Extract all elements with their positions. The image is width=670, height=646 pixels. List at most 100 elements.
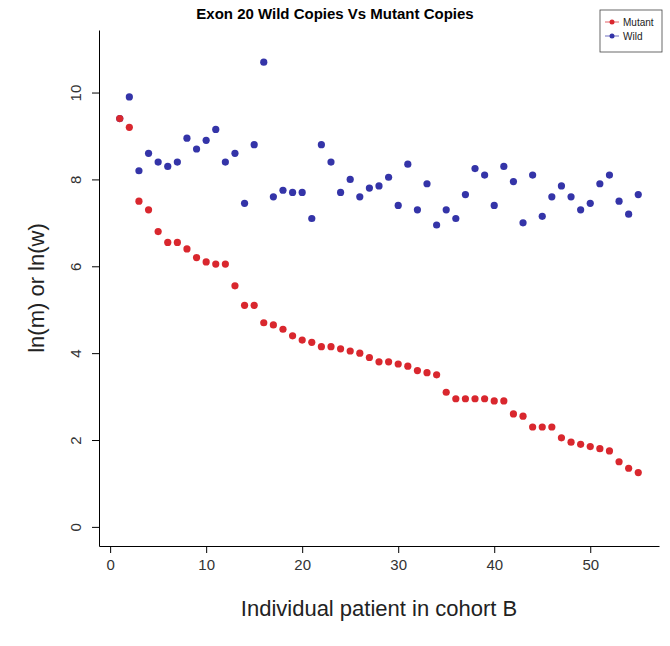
point [481,395,488,402]
y-tick: 4 [67,349,99,357]
point [375,358,382,365]
y-tick-label: 0 [67,523,84,531]
point [375,182,382,189]
y-tick-mark [92,353,99,354]
point [155,228,162,235]
point [548,423,555,430]
point [414,367,421,374]
point [395,202,402,209]
legend-symbol [610,20,615,25]
point [481,171,488,178]
x-tick-label: 10 [198,556,215,573]
y-tick-label: 2 [67,436,84,444]
y-tick-mark [92,527,99,528]
point [145,150,152,157]
series-1 [116,59,642,229]
y-tick-label: 4 [67,349,84,357]
point [126,124,133,131]
chart-container: Exon 20 Wild Copies Vs Mutant Copies 0 10 2… [0,0,670,646]
point [395,360,402,367]
y-tick-mark [92,266,99,267]
x-axis: 01020304050 [100,546,660,573]
point [500,397,507,404]
point [193,145,200,152]
point [587,443,594,450]
point [596,180,603,187]
legend-symbol [610,34,615,39]
point [155,158,162,165]
x-tick: 50 [582,546,599,573]
point [308,339,315,346]
point [116,115,123,122]
point [289,189,296,196]
x-tick: 30 [390,546,407,573]
y-tick: 0 [67,523,99,531]
point [126,93,133,100]
point [539,213,546,220]
point [462,395,469,402]
point [279,326,286,333]
point [539,423,546,430]
x-tick: 10 [198,546,215,573]
point [510,410,517,417]
y-tick: 10 [67,85,99,102]
point [452,215,459,222]
point [270,321,277,328]
point [241,302,248,309]
point [491,397,498,404]
point [327,158,334,165]
point [567,193,574,200]
point [135,167,142,174]
y-axis-title: ln(m) or ln(w) [24,223,49,353]
x-tick-label: 30 [390,556,407,573]
chart-svg: Exon 20 Wild Copies Vs Mutant Copies 0 10 2… [0,0,670,646]
point [452,395,459,402]
point [356,350,363,357]
x-tick-label: 40 [486,556,503,573]
point [183,135,190,142]
point [548,193,555,200]
point [606,171,613,178]
point [529,423,536,430]
point [510,178,517,185]
point [366,354,373,361]
series-0 [116,115,642,476]
point [279,187,286,194]
point [203,137,210,144]
point [231,150,238,157]
point [116,115,123,122]
point [519,219,526,226]
x-tick-label: 50 [582,556,599,573]
y-tick-mark [92,179,99,180]
point [299,337,306,344]
point [222,261,229,268]
plot-area [116,59,642,477]
point [299,189,306,196]
point [174,239,181,246]
point [433,221,440,228]
point [587,200,594,207]
x-tick: 0 [106,546,114,573]
point [635,469,642,476]
point [212,261,219,268]
y-axis: 0246810 [67,31,100,547]
point [289,332,296,339]
point [433,371,440,378]
point [471,395,478,402]
point [366,185,373,192]
point [251,141,258,148]
point [615,458,622,465]
point [625,211,632,218]
point [529,171,536,178]
point [308,215,315,222]
point [145,206,152,213]
point [260,319,267,326]
point [270,193,277,200]
point [567,439,574,446]
x-tick-label: 0 [106,556,114,573]
point [203,258,210,265]
y-tick-label: 8 [67,176,84,184]
y-tick: 8 [67,176,99,184]
chart-title: Exon 20 Wild Copies Vs Mutant Copies [196,5,473,22]
point [347,176,354,183]
